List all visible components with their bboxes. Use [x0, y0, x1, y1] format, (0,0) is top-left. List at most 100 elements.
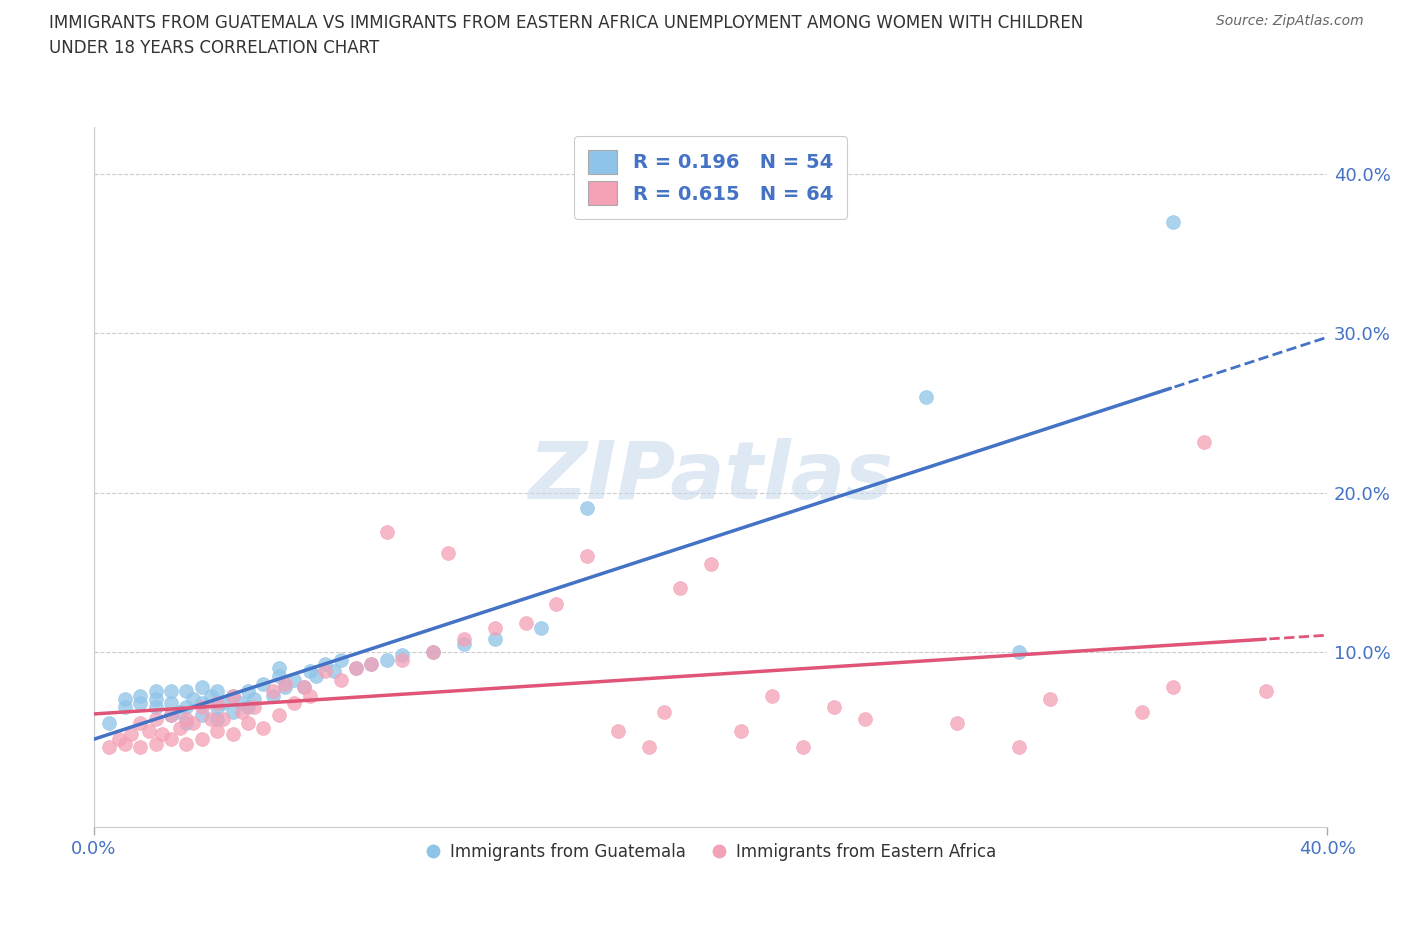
- Point: [181, 716, 204, 731]
- Point: [236, 700, 259, 715]
- Point: [792, 739, 814, 754]
- Point: [453, 636, 475, 651]
- Point: [212, 711, 235, 726]
- Point: [207, 724, 229, 738]
- Point: [1161, 215, 1184, 230]
- Point: [176, 700, 198, 715]
- Point: [344, 660, 367, 675]
- Point: [1130, 705, 1153, 720]
- Point: [375, 652, 398, 667]
- Point: [262, 689, 284, 704]
- Point: [221, 689, 243, 704]
- Point: [129, 689, 152, 704]
- Point: [267, 660, 290, 675]
- Point: [375, 525, 398, 539]
- Point: [638, 739, 661, 754]
- Point: [191, 679, 214, 694]
- Point: [576, 501, 599, 516]
- Legend: Immigrants from Guatemala, Immigrants from Eastern Africa: Immigrants from Guatemala, Immigrants fr…: [419, 836, 1002, 868]
- Point: [668, 580, 690, 595]
- Point: [145, 700, 167, 715]
- Point: [1192, 434, 1215, 449]
- Point: [946, 716, 969, 731]
- Point: [138, 724, 160, 738]
- Point: [283, 695, 305, 710]
- Point: [422, 644, 444, 659]
- Point: [761, 689, 783, 704]
- Point: [1008, 644, 1031, 659]
- Point: [129, 716, 152, 731]
- Point: [1254, 684, 1277, 699]
- Point: [329, 652, 352, 667]
- Point: [283, 673, 305, 688]
- Point: [98, 716, 121, 731]
- Point: [853, 711, 876, 726]
- Point: [1161, 679, 1184, 694]
- Point: [530, 620, 553, 635]
- Point: [107, 732, 129, 747]
- Point: [169, 721, 191, 736]
- Point: [576, 549, 599, 564]
- Point: [274, 676, 297, 691]
- Point: [652, 705, 675, 720]
- Point: [160, 695, 183, 710]
- Text: IMMIGRANTS FROM GUATEMALA VS IMMIGRANTS FROM EASTERN AFRICA UNEMPLOYMENT AMONG W: IMMIGRANTS FROM GUATEMALA VS IMMIGRANTS …: [49, 14, 1084, 57]
- Point: [1008, 739, 1031, 754]
- Point: [243, 692, 266, 707]
- Point: [546, 596, 568, 611]
- Point: [274, 679, 297, 694]
- Point: [191, 732, 214, 747]
- Point: [191, 700, 214, 715]
- Point: [329, 673, 352, 688]
- Point: [145, 684, 167, 699]
- Point: [200, 711, 222, 726]
- Text: Source: ZipAtlas.com: Source: ZipAtlas.com: [1216, 14, 1364, 28]
- Point: [292, 679, 315, 694]
- Point: [252, 676, 274, 691]
- Point: [823, 700, 845, 715]
- Text: ZIPatlas: ZIPatlas: [529, 438, 893, 515]
- Point: [145, 692, 167, 707]
- Point: [298, 663, 321, 678]
- Point: [323, 663, 346, 678]
- Point: [176, 711, 198, 726]
- Point: [207, 695, 229, 710]
- Point: [314, 663, 336, 678]
- Point: [181, 692, 204, 707]
- Point: [191, 708, 214, 723]
- Point: [200, 689, 222, 704]
- Point: [292, 679, 315, 694]
- Point: [207, 700, 229, 715]
- Point: [298, 689, 321, 704]
- Point: [915, 390, 938, 405]
- Point: [160, 708, 183, 723]
- Point: [1039, 692, 1062, 707]
- Point: [114, 737, 136, 751]
- Point: [730, 724, 752, 738]
- Point: [145, 711, 167, 726]
- Point: [484, 620, 506, 635]
- Point: [422, 644, 444, 659]
- Point: [437, 546, 460, 561]
- Point: [236, 684, 259, 699]
- Point: [243, 700, 266, 715]
- Point: [191, 695, 214, 710]
- Point: [344, 660, 367, 675]
- Point: [453, 631, 475, 646]
- Point: [160, 684, 183, 699]
- Point: [484, 631, 506, 646]
- Y-axis label: Unemployment Among Women with Children Under 18 years: Unemployment Among Women with Children U…: [0, 243, 7, 711]
- Point: [120, 727, 142, 742]
- Point: [360, 657, 382, 671]
- Point: [114, 692, 136, 707]
- Point: [176, 716, 198, 731]
- Point: [221, 689, 243, 704]
- Point: [221, 705, 243, 720]
- Point: [391, 652, 413, 667]
- Point: [391, 647, 413, 662]
- Point: [160, 708, 183, 723]
- Point: [169, 705, 191, 720]
- Point: [262, 684, 284, 699]
- Point: [236, 716, 259, 731]
- Point: [129, 739, 152, 754]
